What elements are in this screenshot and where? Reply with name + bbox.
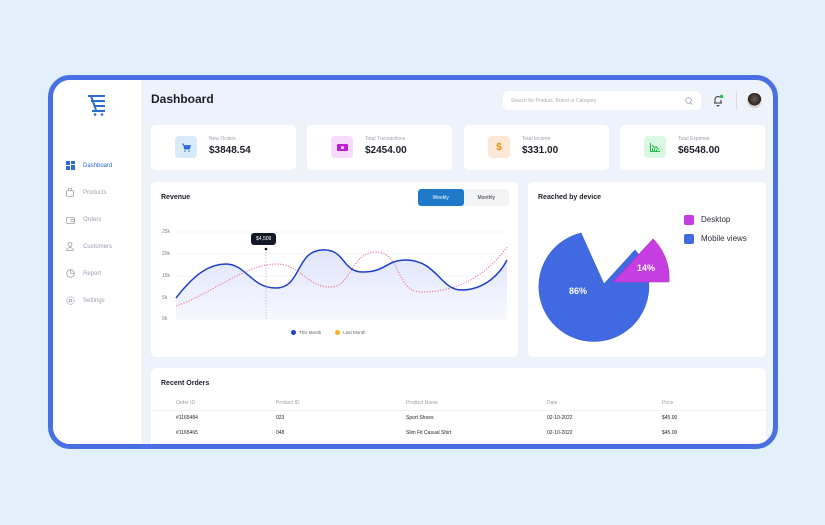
legend-last-month: Last Month [335, 330, 366, 336]
y-tick: 5k [162, 295, 168, 301]
stat-card-total-expense: Total Expense $6548.00 [620, 125, 765, 170]
product-name: Slim Fit Casual Shirt [406, 429, 452, 436]
stat-label: Total Income [522, 136, 551, 142]
orders-table: Order ID Product ID Product Name Date Pr… [151, 396, 766, 440]
desktop-pct-label: 14% [637, 263, 656, 273]
mobile-pct-label: 86% [569, 286, 588, 296]
order-id: #1165465 [176, 429, 198, 436]
order-id: #1165484 [176, 414, 198, 421]
sidebar-item-products[interactable]: Products [65, 179, 112, 206]
sidebar-item-label: Dashboard [83, 162, 113, 169]
table-row[interactable]: #1165484 023 Sport Shoes 02-10-2022 $45.… [151, 410, 766, 425]
column-header: Product Name [406, 396, 547, 411]
cart-icon [175, 136, 197, 158]
product-id: 023 [276, 414, 285, 421]
y-tick: 0k [162, 316, 168, 322]
avatar[interactable] [747, 93, 762, 108]
product-name: Sport Shoes [406, 414, 434, 421]
logo-cart-icon [88, 95, 105, 116]
monthly-button[interactable]: Monthly [477, 194, 495, 201]
column-header: Price [662, 396, 766, 411]
user-icon [65, 242, 75, 252]
header-divider [736, 92, 737, 110]
stat-value: $2454.00 [365, 145, 407, 156]
dashboard-grid-icon [65, 161, 75, 171]
stat-card-total-income: $ Total Income $331.00 [464, 125, 609, 170]
table-header-row: Order ID Product ID Product Name Date Pr… [151, 396, 766, 411]
recent-orders-card: Recent Orders Order ID Product ID Produc… [151, 368, 766, 444]
stat-label: Total Transactions [365, 136, 406, 142]
revenue-line-chart [175, 231, 508, 320]
y-tick: 20k [162, 251, 171, 257]
stat-card-new-orders: New Orders $3848.54 [151, 125, 296, 170]
sidebar-item-report[interactable]: Report [65, 260, 112, 287]
stat-card-total-transactions: Total Transactions $2454.00 [307, 125, 452, 170]
sidebar-item-customers[interactable]: Customers [65, 233, 112, 260]
sidebar-item-dashboard[interactable]: Dashboard [65, 152, 112, 179]
legend-this-month: This Month [291, 330, 321, 336]
chart-down-icon [644, 136, 666, 158]
y-tick: 25k [162, 229, 171, 235]
column-header: Date [547, 396, 662, 411]
column-header: Order ID [151, 396, 276, 411]
legend-mobile: Mobile views [684, 229, 747, 248]
sidebar-item-label: Customers [83, 243, 113, 250]
y-tick: 15k [162, 273, 171, 279]
stat-label: New Orders [209, 136, 236, 142]
gear-icon [65, 296, 75, 306]
bag-icon [65, 188, 75, 198]
order-price: $45.00 [662, 429, 678, 436]
period-toggle: Weekly Monthly [418, 189, 509, 206]
sidebar-item-label: Settings [83, 297, 105, 304]
weekly-button[interactable]: Weekly [418, 189, 464, 206]
stat-label: Total Expense [678, 136, 710, 142]
sidebar: Dashboard Products Orders Customers [53, 80, 141, 444]
dollar-icon: $ [488, 136, 510, 158]
stat-value: $3848.54 [209, 145, 251, 156]
product-id: 048 [276, 429, 285, 436]
revenue-card: Revenue Weekly Monthly 25k 20k 15k 5k 0k [151, 182, 518, 357]
sidebar-item-orders[interactable]: Orders [65, 206, 112, 233]
table-row[interactable]: #1165465 048 Slim Fit Casual Shirt 02-10… [151, 425, 766, 440]
wallet-icon [65, 215, 75, 225]
sidebar-item-settings[interactable]: Settings [65, 287, 112, 314]
search-placeholder: Search for Product, Brand or Category [511, 97, 597, 104]
device-card: Reached by device 86% 14% Desktop Mobile… [528, 182, 766, 357]
main-content: Dashboard Search for Product, Brand or C… [141, 80, 773, 444]
order-price: $45.00 [662, 414, 678, 421]
device-title: Reached by device [538, 194, 602, 201]
sidebar-item-label: Products [83, 189, 107, 196]
legend-desktop: Desktop [684, 210, 747, 229]
pie-chart-icon [65, 269, 75, 279]
app-window: Dashboard Products Orders Customers [48, 75, 778, 449]
order-date: 02-10-2022 [547, 429, 573, 436]
revenue-title: Revenue [161, 194, 191, 201]
stat-value: $6548.00 [678, 145, 720, 156]
search-input[interactable]: Search for Product, Brand or Category [503, 91, 701, 110]
device-pie-chart [538, 232, 670, 342]
sidebar-nav: Dashboard Products Orders Customers [65, 152, 112, 314]
money-icon [331, 136, 353, 158]
order-date: 02-10-2022 [547, 414, 573, 421]
search-icon[interactable] [685, 96, 693, 105]
sidebar-item-label: Orders [83, 216, 102, 223]
column-header: Product ID [276, 396, 406, 411]
stat-value: $331.00 [522, 145, 559, 156]
revenue-legend: This Month Last Month [291, 330, 366, 336]
sidebar-item-label: Report [83, 270, 102, 277]
notification-bell-icon[interactable] [712, 94, 724, 107]
page-title: Dashboard [151, 92, 214, 106]
device-legend: Desktop Mobile views [684, 210, 747, 248]
recent-orders-title: Recent Orders [161, 380, 210, 387]
chart-tooltip: $4,509 [251, 233, 277, 245]
